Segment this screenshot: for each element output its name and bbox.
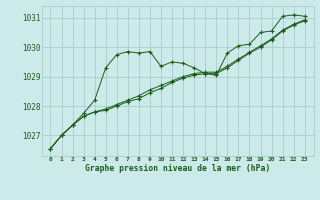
X-axis label: Graphe pression niveau de la mer (hPa): Graphe pression niveau de la mer (hPa): [85, 164, 270, 173]
